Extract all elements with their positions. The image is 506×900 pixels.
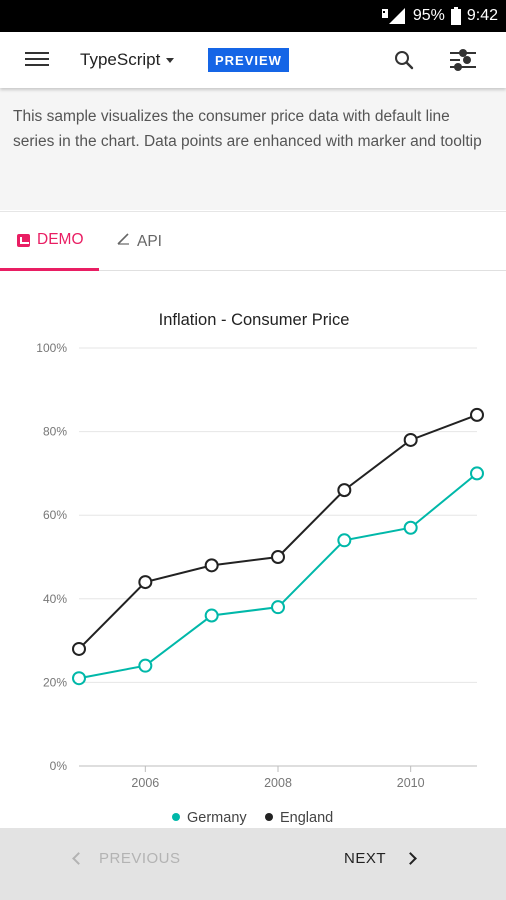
chart-area: Inflation - Consumer Price 0% 20% 40% 60% 80… bbox=[0, 272, 506, 828]
data-point-england bbox=[138, 575, 153, 590]
data-point-germany bbox=[337, 533, 352, 548]
chart-icon bbox=[17, 233, 30, 247]
app-bar: TypeScript PREVIEW bbox=[0, 32, 506, 88]
y-tick-label: 20% bbox=[43, 675, 67, 689]
tab-bar: DEMO API bbox=[0, 211, 506, 271]
battery-percent: 95% bbox=[412, 7, 445, 24]
tab-api[interactable]: API bbox=[116, 212, 162, 271]
battery-icon bbox=[450, 7, 461, 25]
tab-api-label: API bbox=[137, 232, 162, 250]
series-line-germany bbox=[78, 472, 478, 680]
x-tick-label: 2006 bbox=[131, 776, 159, 790]
x-tick-label: 2010 bbox=[397, 776, 425, 790]
data-point-england bbox=[204, 558, 219, 573]
clock: 9:42 bbox=[466, 7, 498, 24]
data-point-germany bbox=[470, 466, 484, 481]
chart-title: Inflation - Consumer Price bbox=[159, 311, 350, 329]
previous-button[interactable]: PREVIOUS bbox=[72, 850, 181, 867]
pencil-icon bbox=[116, 232, 130, 251]
next-label: NEXT bbox=[344, 850, 387, 867]
previous-label: PREVIOUS bbox=[99, 850, 181, 867]
search-icon[interactable] bbox=[392, 48, 416, 72]
language-select[interactable]: TypeScript bbox=[80, 46, 175, 74]
legend-label-germany: Germany bbox=[187, 810, 247, 826]
settings-sliders-icon[interactable] bbox=[448, 46, 478, 74]
preview-badge: PREVIEW bbox=[208, 48, 289, 72]
dropdown-caret-icon bbox=[166, 57, 175, 63]
language-label: TypeScript bbox=[80, 50, 161, 69]
status-bar: 95% 9:42 bbox=[0, 0, 506, 32]
bottom-nav: PREVIOUS NEXT bbox=[0, 828, 506, 900]
legend-marker-germany bbox=[172, 813, 180, 821]
y-tick-label: 60% bbox=[43, 508, 67, 522]
data-point-germany bbox=[204, 608, 219, 623]
menu-icon[interactable] bbox=[22, 48, 52, 72]
data-point-england bbox=[403, 432, 418, 447]
data-point-england bbox=[337, 483, 352, 498]
signal-icon bbox=[381, 7, 407, 25]
next-button[interactable]: NEXT bbox=[344, 850, 417, 867]
y-tick-label: 40% bbox=[43, 592, 67, 606]
data-point-germany bbox=[138, 658, 153, 673]
data-point-england bbox=[470, 407, 484, 422]
sample-description: This sample visualizes the consumer pric… bbox=[0, 88, 506, 210]
y-tick-label: 80% bbox=[43, 425, 67, 439]
chevron-left-icon bbox=[72, 852, 85, 865]
data-point-germany bbox=[72, 671, 86, 686]
line-chart: Inflation - Consumer Price 0% 20% 40% 60% 80… bbox=[36, 311, 484, 826]
tab-demo-label: DEMO bbox=[37, 231, 84, 248]
data-point-england bbox=[271, 550, 285, 564]
x-tick-label: 2008 bbox=[264, 776, 292, 790]
legend-marker-england bbox=[265, 813, 273, 821]
legend-label-england: England bbox=[280, 810, 333, 826]
data-point-germany bbox=[271, 600, 285, 615]
y-tick-label: 0% bbox=[50, 759, 68, 773]
data-point-germany bbox=[403, 520, 418, 535]
y-tick-label: 100% bbox=[36, 341, 67, 355]
tab-demo[interactable]: DEMO bbox=[0, 212, 99, 271]
data-point-england bbox=[72, 641, 86, 656]
chevron-right-icon bbox=[404, 852, 417, 865]
